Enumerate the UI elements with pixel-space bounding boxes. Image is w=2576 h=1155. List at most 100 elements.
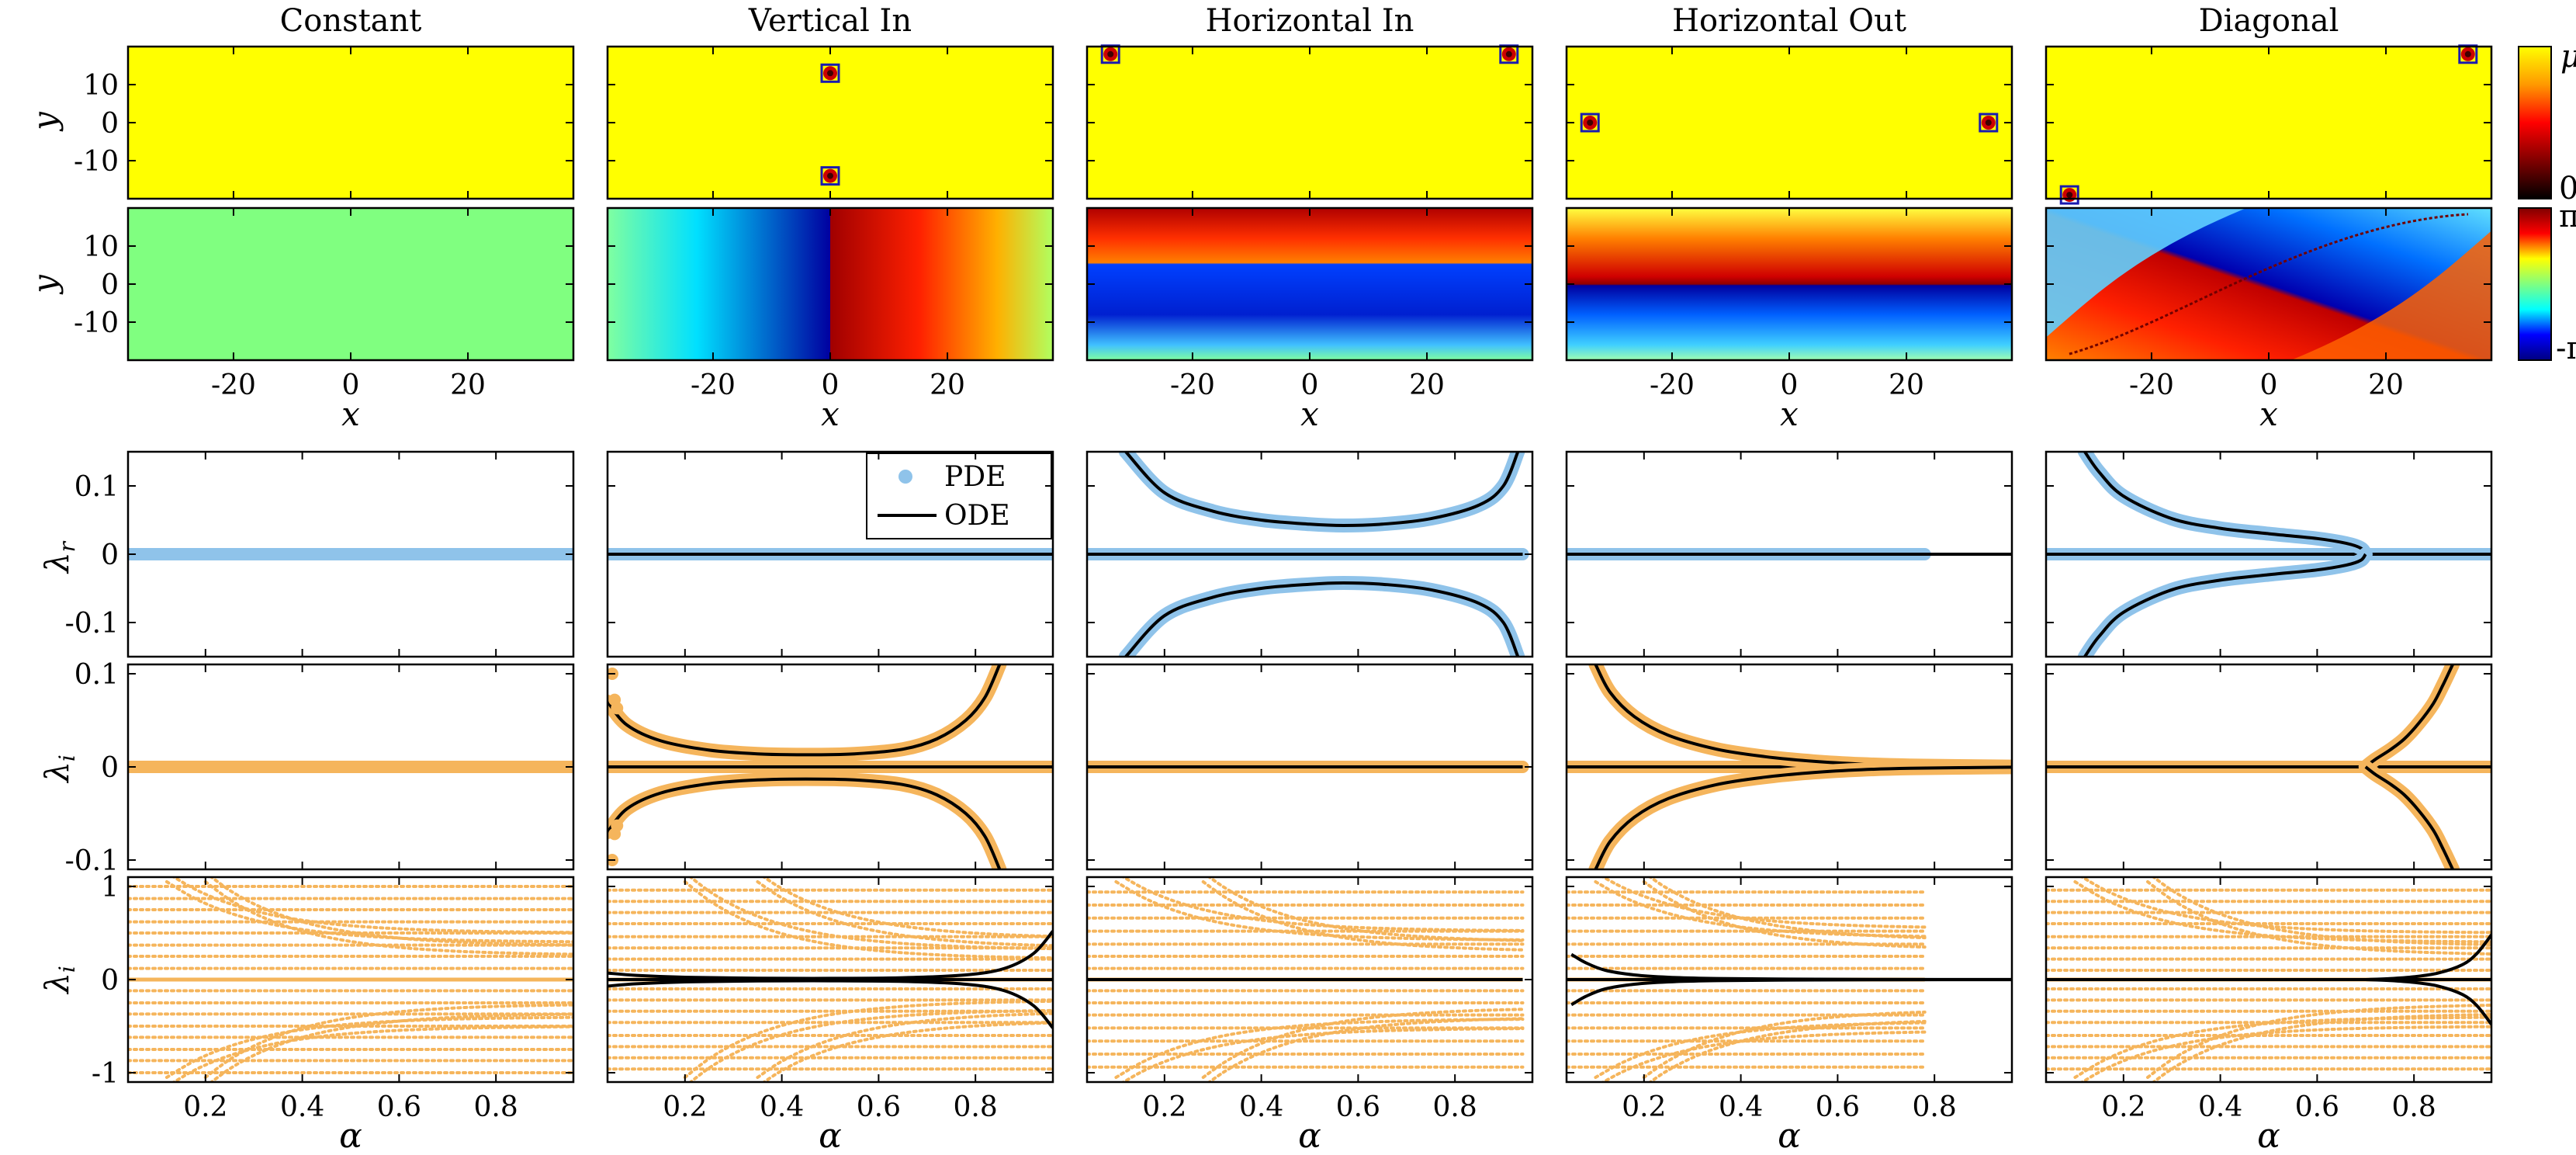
legend-pde-marker xyxy=(898,470,912,484)
x-tick-label: 0.2 xyxy=(1622,1091,1666,1123)
x-tick-label: 0.4 xyxy=(2198,1091,2242,1123)
vortex-marker xyxy=(1580,113,1600,133)
y-tick-label: 0.1 xyxy=(74,471,119,503)
y-tick-label: 0 xyxy=(101,539,119,571)
amplitude-map-2 xyxy=(1087,44,1532,199)
colorbar-phase-top-label: π xyxy=(2559,199,2576,234)
column-titles: Constant Vertical In Horizontal In Horiz… xyxy=(280,3,2339,39)
phase-map-3 xyxy=(1567,208,2012,360)
x-tick-label: 0.4 xyxy=(1239,1091,1283,1123)
phase-field xyxy=(128,208,573,360)
pde-branch xyxy=(761,1021,1053,1082)
x-tick-label: 0.6 xyxy=(2295,1091,2339,1123)
pde-branch xyxy=(2151,1013,2491,1082)
ode-curve xyxy=(1594,765,2012,869)
x-tick-label: 0.8 xyxy=(474,1091,518,1123)
colorbar-phase: π -π xyxy=(2518,199,2576,366)
phase-branch-lower xyxy=(2290,231,2491,360)
heatmaps xyxy=(128,44,2491,360)
ode-curve xyxy=(2083,553,2367,657)
pde-branch xyxy=(1642,1010,1927,1079)
amplitude-map-4 xyxy=(2046,44,2491,205)
ode-curve xyxy=(2364,664,2454,768)
ylabel-lambda-i-zoom: λi xyxy=(38,754,80,784)
x-tick-label: 0 xyxy=(2260,369,2278,401)
phase-field-left xyxy=(608,208,830,360)
vortex-center xyxy=(1107,50,1114,57)
pde-branch xyxy=(2079,877,2491,935)
column-title-constant: Constant xyxy=(280,3,422,39)
amplitude-map-1 xyxy=(608,47,1053,199)
ode-curve xyxy=(608,777,1002,869)
column-title-horizontal-out: Horizontal Out xyxy=(1672,3,1906,39)
colorbar-amplitude-bar xyxy=(2518,46,2552,199)
pde-branch xyxy=(1642,880,1927,949)
y-tick-label: 0 xyxy=(101,752,119,784)
y-tick-label: -10 xyxy=(74,307,119,339)
ode-curve xyxy=(1124,452,1520,528)
ode-curve xyxy=(1594,664,2012,768)
legend-box xyxy=(866,453,1052,539)
pde-branch xyxy=(2358,760,2460,869)
ode-curve xyxy=(608,979,1053,1029)
xlabel-x: x xyxy=(821,395,840,433)
column-title-vertical-in: Vertical In xyxy=(748,3,912,39)
xlabel-alpha: α xyxy=(819,1116,842,1155)
pde-branch xyxy=(203,880,573,956)
lambda-i-zoom-panel-1 xyxy=(608,664,1053,869)
pde-branch xyxy=(1201,880,1525,952)
ode-curve xyxy=(608,664,1002,757)
lambda-r-panel-2 xyxy=(1087,452,1529,657)
x-tick-label: 0.6 xyxy=(1816,1091,1860,1123)
phase-field xyxy=(1087,208,1532,360)
y-tick-label: 10 xyxy=(83,231,119,263)
vortex-center xyxy=(2464,50,2471,57)
phase-map-2 xyxy=(1087,208,1532,360)
x-tick-label: 0 xyxy=(1301,369,1319,401)
x-tick-label: 0.8 xyxy=(1913,1091,1957,1123)
x-tick-label: -20 xyxy=(1650,369,1695,401)
x-tick-label: 20 xyxy=(1409,369,1445,401)
pde-branch xyxy=(2073,1015,2491,1079)
svg-text:λi: λi xyxy=(38,754,80,784)
colorbar-amplitude: μ 0 xyxy=(2518,39,2576,206)
ode-curve xyxy=(1124,581,1520,657)
ylabel-amplitude: y xyxy=(26,111,64,132)
legend-pde-label: PDE xyxy=(944,461,1006,493)
pde-branch xyxy=(171,877,573,935)
pde-branch xyxy=(1201,1008,1525,1079)
pde-branch xyxy=(171,1025,573,1082)
legend-ode-label: ODE xyxy=(944,500,1010,532)
x-tick-label: 20 xyxy=(1889,369,1924,401)
pde-branch xyxy=(761,877,1053,938)
svg-text:λr: λr xyxy=(38,540,80,574)
xlabel-alpha: α xyxy=(2257,1116,2280,1155)
xlabel-x: x xyxy=(1300,395,1319,433)
pde-branch xyxy=(1647,877,1927,940)
pde-branch xyxy=(2073,880,2491,944)
vortex-marker xyxy=(1979,113,1999,133)
x-tick-label: 0.8 xyxy=(954,1091,998,1123)
x-tick-label: 20 xyxy=(450,369,486,401)
pde-branch xyxy=(683,999,1053,1079)
x-tick-label: -20 xyxy=(1170,369,1215,401)
lambda-i-zoom-panel-3 xyxy=(1567,664,2012,869)
x-tick-label: -20 xyxy=(211,369,256,401)
pde-branch xyxy=(1118,452,1525,533)
colorbar-amplitude-bottom-label: 0 xyxy=(2559,171,2576,206)
ode-curve xyxy=(2365,934,2491,981)
y-tick-label: -1 xyxy=(92,1058,119,1090)
x-tick-label: 0.8 xyxy=(2392,1091,2436,1123)
ylabel-lambda-i-full: λi xyxy=(38,966,80,995)
pde-branch xyxy=(2358,664,2460,774)
pde-branch xyxy=(1588,664,2012,774)
xlabel-alpha: α xyxy=(339,1116,362,1155)
y-tick-label: -0.1 xyxy=(65,608,119,640)
y-tick-label: 0 xyxy=(101,269,119,301)
x-tick-label: -20 xyxy=(2129,369,2174,401)
pde-branch xyxy=(756,1011,1053,1079)
y-tick-label: 0.1 xyxy=(74,659,119,691)
pde-branch xyxy=(1207,877,1525,942)
ode-curve xyxy=(2083,452,2367,556)
